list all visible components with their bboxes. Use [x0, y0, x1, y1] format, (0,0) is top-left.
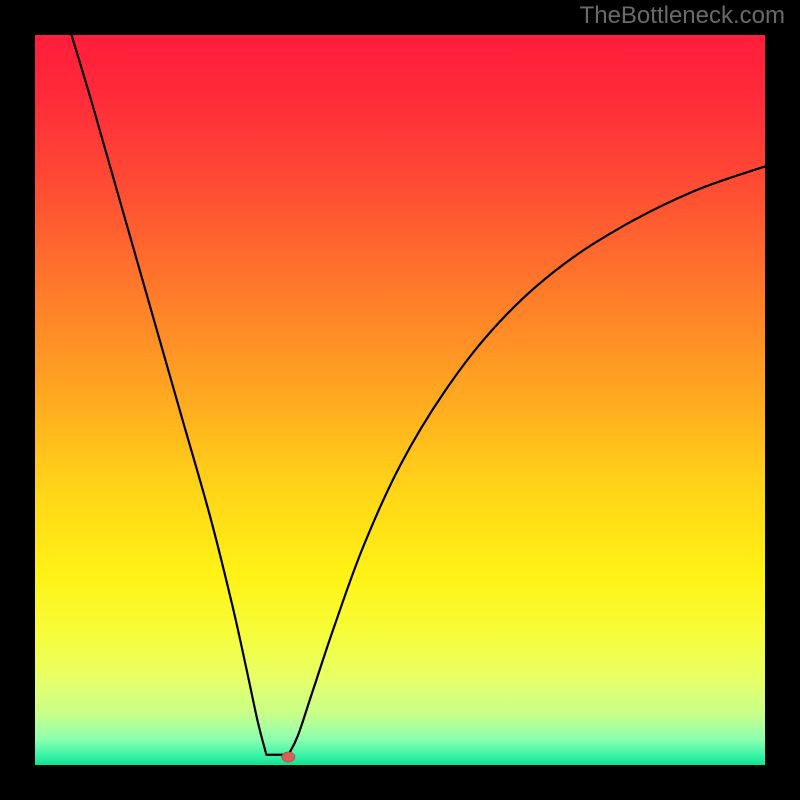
optimum-marker	[282, 752, 295, 762]
chart-container: TheBottleneck.com	[0, 0, 800, 800]
chart-svg	[0, 0, 800, 800]
plot-background	[35, 35, 765, 765]
